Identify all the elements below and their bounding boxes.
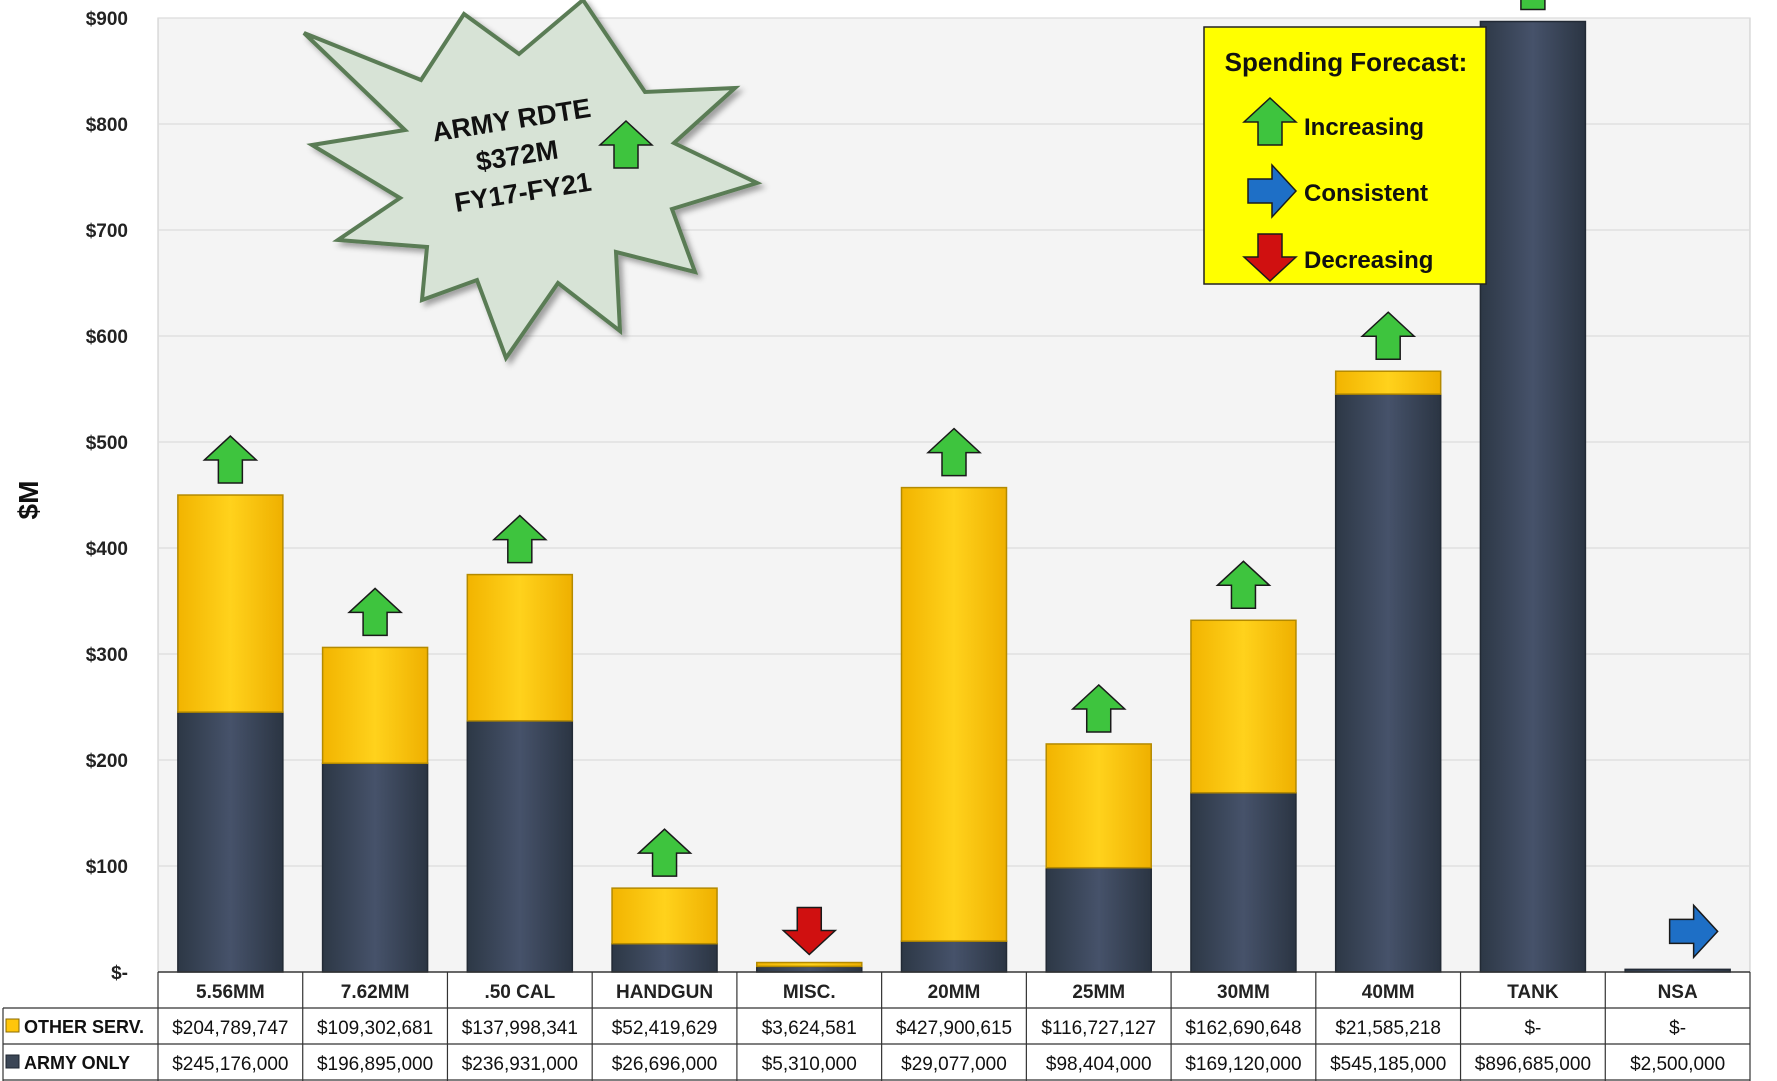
row-header-army: ARMY ONLY [24, 1053, 130, 1073]
table-cell-army: $236,931,000 [462, 1054, 578, 1075]
table-cell-army: $896,685,000 [1475, 1054, 1591, 1075]
bar-army-50-cal [466, 720, 574, 973]
bar-army-25mm [1045, 866, 1152, 973]
table-cell-other: $137,998,341 [462, 1018, 578, 1039]
bar-army-20mm [900, 940, 1008, 973]
table-cell-other: $116,727,127 [1041, 1018, 1156, 1039]
table-cell-army: $245,176,000 [172, 1054, 288, 1075]
table-cell-army: $98,404,000 [1046, 1054, 1152, 1075]
legend-swatch-army [5, 1054, 20, 1069]
x-category-label: 30MM [1217, 982, 1270, 1003]
bars [177, 20, 1731, 973]
bar-army-30mm [1190, 791, 1297, 973]
table-cell-army: $2,500,000 [1630, 1054, 1725, 1075]
table-cell-other: $21,585,218 [1335, 1018, 1441, 1039]
y-tick-label: $100 [86, 857, 128, 878]
legend: Spending Forecast: Increasing Consistent… [1203, 26, 1487, 285]
x-category-label: 25MM [1072, 982, 1125, 1003]
x-category-label: 5.56MM [196, 982, 265, 1003]
starburst-shape [302, 0, 763, 363]
x-category-label: MISC. [783, 982, 836, 1003]
data-table: 5.56MM $204,789,747 $245,176,000 7.62MM $109… [2, 971, 1751, 1081]
table-cell-army: $169,120,000 [1185, 1054, 1301, 1075]
bar-other-25mm [1045, 743, 1152, 869]
table-cell-army: $26,696,000 [612, 1054, 718, 1075]
bar-other-5-56mm [177, 494, 284, 713]
x-category-label: TANK [1507, 982, 1559, 1003]
legend-icons [1242, 96, 1298, 283]
table-cell-other: $162,690,648 [1185, 1018, 1301, 1039]
x-category-label: .50 CAL [484, 982, 555, 1003]
bar-army-handgun [611, 942, 718, 973]
forecast-down-arrow-icon [781, 906, 838, 956]
table-cell-other: $204,789,747 [172, 1018, 288, 1039]
y-tick-label: $300 [86, 645, 128, 666]
row-header-other: OTHER SERV. [24, 1017, 144, 1037]
legend-swatch-other [5, 1018, 20, 1033]
table-cell-army: $545,185,000 [1330, 1054, 1446, 1075]
bar-other-40mm [1334, 370, 1442, 395]
x-category-label: NSA [1658, 982, 1698, 1003]
y-tick-label: $800 [86, 115, 128, 136]
bar-army-40mm [1334, 393, 1442, 973]
legend-item-decreasing: Decreasing [1304, 247, 1433, 274]
x-category-label: HANDGUN [616, 982, 713, 1003]
table-cell-army: $29,077,000 [901, 1054, 1007, 1075]
y-axis-label: $M [13, 481, 44, 520]
forecast-up-arrow-icon [1070, 683, 1127, 733]
bar-other-30mm [1190, 619, 1297, 794]
forecast-up-arrow-icon [1520, 0, 1546, 11]
bar-army-5-56mm [177, 711, 284, 973]
table-cell-other: $- [1524, 1018, 1541, 1039]
y-axis-ticks: $- $100 $200 $300 $400 $500 $600 $700 $800 $900 [86, 9, 128, 984]
bar-other-20mm [900, 486, 1008, 942]
y-tick-label: $400 [86, 539, 128, 560]
y-tick-label: $500 [86, 433, 128, 454]
table-cell-other: $3,624,581 [762, 1018, 857, 1039]
legend-down-arrow-icon [1242, 233, 1298, 283]
x-category-label: 40MM [1362, 982, 1415, 1003]
table-cell-other: $52,419,629 [612, 1018, 718, 1039]
callout-up-arrow [598, 119, 654, 169]
forecast-up-arrow-icon [926, 427, 982, 477]
forecast-right-arrow-icon [1668, 903, 1719, 960]
callout-starburst [302, 0, 763, 363]
table-cell-army: $196,895,000 [317, 1054, 433, 1075]
forecast-up-arrow-icon [1360, 311, 1417, 360]
y-tick-label: $700 [86, 221, 128, 242]
legend-item-consistent: Consistent [1304, 180, 1428, 207]
y-tick-label: $200 [86, 751, 128, 772]
callout-up-arrow-icon [598, 119, 654, 169]
bar-other-handgun [611, 887, 718, 945]
x-category-label: 7.62MM [341, 982, 410, 1003]
table-cell-army: $5,310,000 [762, 1054, 857, 1075]
forecast-up-arrow-icon [636, 828, 693, 877]
table-cell-other: $427,900,615 [896, 1018, 1012, 1039]
legend-up-arrow-icon [1242, 96, 1298, 146]
legend-right-arrow-icon [1247, 163, 1298, 219]
bar-other-misc [756, 961, 863, 968]
forecast-up-arrow-icon [347, 587, 404, 637]
bar-army-misc [756, 965, 863, 973]
bar-other-7-62mm [321, 646, 429, 765]
forecast-arrows [202, 0, 1719, 960]
bar-army-7-62mm [321, 762, 429, 973]
y-tick-label: $- [111, 963, 128, 984]
y-tick-label: $600 [86, 327, 128, 348]
forecast-up-arrow-icon [491, 514, 548, 564]
table-cell-other: $109,302,681 [317, 1018, 433, 1039]
y-tick-label: $900 [86, 9, 128, 30]
forecast-up-arrow-icon [1215, 560, 1272, 610]
table-cell-other: $- [1669, 1018, 1686, 1039]
x-category-label: 20MM [928, 982, 981, 1003]
forecast-up-arrow-icon [202, 435, 259, 484]
bar-other-50-cal [466, 573, 574, 722]
bar-army-tank [1479, 20, 1587, 973]
legend-item-increasing: Increasing [1304, 114, 1424, 141]
legend-box [1203, 26, 1487, 285]
legend-title: Spending Forecast: [1225, 47, 1468, 77]
